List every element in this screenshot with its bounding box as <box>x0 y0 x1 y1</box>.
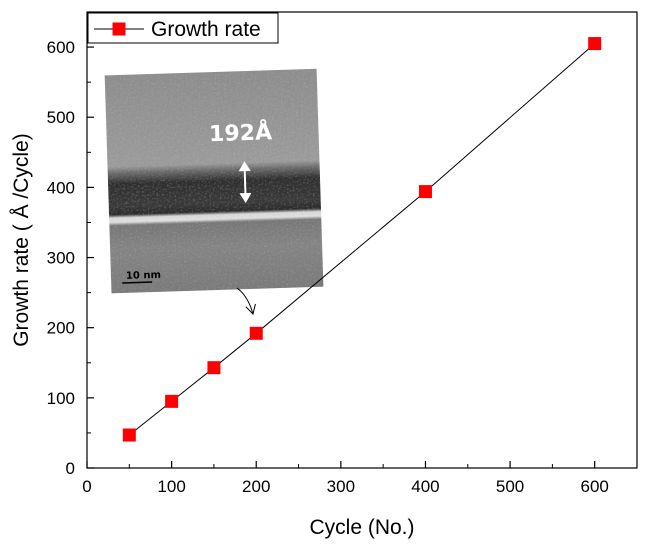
tem-inset-image: 192Å 10 nm <box>104 68 324 294</box>
data-point <box>588 37 602 51</box>
thickness-arrow-icon <box>238 161 252 204</box>
data-point <box>207 361 221 375</box>
x-tick-label: 0 <box>82 477 91 496</box>
data-point <box>418 185 432 199</box>
data-point <box>165 394 179 408</box>
x-tick-label: 300 <box>327 477 355 496</box>
x-tick-label: 100 <box>157 477 185 496</box>
tem-thickness-label: 192Å <box>209 119 273 147</box>
legend-label: Growth rate <box>151 18 261 41</box>
tem-scale-bar <box>122 281 153 284</box>
y-tick-label: 500 <box>47 108 75 127</box>
legend: Growth rate <box>87 12 279 44</box>
y-tick-label: 200 <box>47 319 75 338</box>
x-axis-title: Cycle (No.) <box>309 516 414 539</box>
y-axis: 0 100 200 300 400 500 600 <box>47 38 94 478</box>
x-tick-label: 600 <box>581 477 609 496</box>
data-point <box>122 428 136 442</box>
x-axis: 0 100 200 300 400 500 600 <box>82 461 609 496</box>
pointer-arrow-icon <box>236 287 256 315</box>
y-axis-title: Growth rate ( Å /Cycle) <box>10 133 33 347</box>
plot-frame <box>86 11 638 469</box>
series-layer <box>122 37 602 442</box>
y-tick-label: 400 <box>47 178 75 197</box>
y-tick-label: 0 <box>66 459 75 478</box>
tem-scale-bar-label: 10 nm <box>126 270 161 282</box>
y-tick-label: 600 <box>47 38 75 57</box>
y-tick-label: 100 <box>47 389 75 408</box>
x-tick-label: 400 <box>411 477 439 496</box>
legend-marker-icon <box>112 22 126 36</box>
y-tick-label: 300 <box>47 249 75 268</box>
tem-micrograph <box>104 68 324 294</box>
x-tick-label: 500 <box>496 477 524 496</box>
x-tick-label: 200 <box>242 477 270 496</box>
data-point <box>249 326 263 340</box>
series-line <box>128 43 596 436</box>
